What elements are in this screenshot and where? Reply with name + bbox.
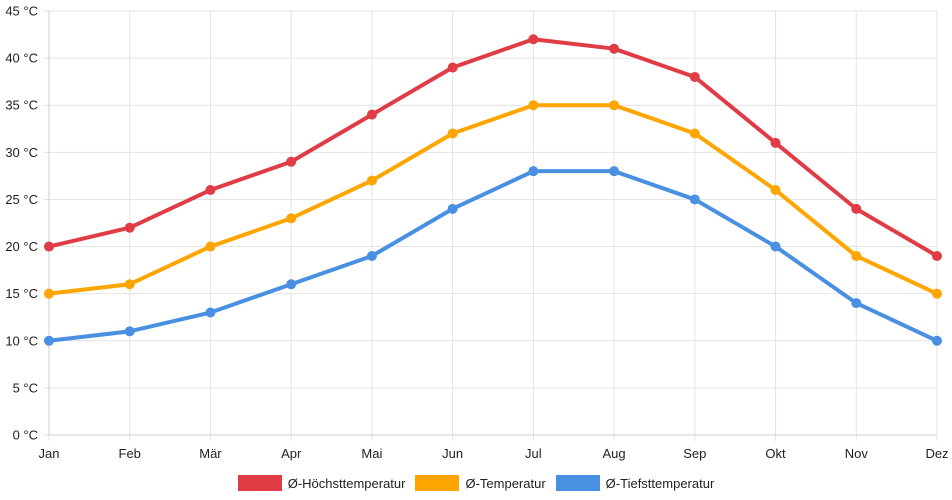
y-tick-label: 10 °C <box>5 333 38 348</box>
legend-swatch-min <box>555 475 600 491</box>
legend-item-mean[interactable]: Ø-Temperatur <box>415 475 546 491</box>
series-line <box>47 37 939 258</box>
legend-item-max[interactable]: Ø-Höchsttemperatur <box>237 475 406 491</box>
data-point[interactable] <box>609 100 620 111</box>
y-tick-label: 45 °C <box>5 4 38 19</box>
data-point[interactable] <box>366 250 377 261</box>
series-1 <box>44 100 942 299</box>
data-point[interactable] <box>528 34 539 45</box>
data-point[interactable] <box>689 194 700 205</box>
x-tick-label: Nov <box>845 446 869 461</box>
series-0 <box>44 34 942 261</box>
data-point[interactable] <box>770 241 781 252</box>
data-point[interactable] <box>366 109 377 120</box>
data-point[interactable] <box>689 128 700 139</box>
data-point[interactable] <box>528 100 539 111</box>
data-point[interactable] <box>689 71 700 82</box>
series-line <box>47 103 939 296</box>
data-point[interactable] <box>286 213 297 224</box>
data-point[interactable] <box>447 62 458 73</box>
legend-label-max: Ø-Höchsttemperatur <box>287 475 406 491</box>
x-tick-label: Aug <box>603 446 626 461</box>
series-lines <box>44 34 942 346</box>
y-tick-label: 25 °C <box>5 192 38 207</box>
data-point[interactable] <box>770 137 781 148</box>
data-point[interactable] <box>447 203 458 214</box>
data-point[interactable] <box>124 279 135 290</box>
data-point[interactable] <box>447 128 458 139</box>
series-2 <box>44 166 942 346</box>
x-tick-label: Jun <box>442 446 463 461</box>
data-point[interactable] <box>851 298 862 309</box>
data-point[interactable] <box>205 185 216 196</box>
data-point[interactable] <box>286 156 297 167</box>
data-point[interactable] <box>770 185 781 196</box>
data-point[interactable] <box>44 288 54 299</box>
data-point[interactable] <box>205 241 216 252</box>
legend-swatch-mean <box>415 475 460 491</box>
x-tick-label: Feb <box>119 446 141 461</box>
x-tick-label: Jan <box>39 446 60 461</box>
data-point[interactable] <box>609 43 620 54</box>
y-tick-label: 15 °C <box>5 286 38 301</box>
series-line <box>47 169 939 343</box>
y-tick-label: 40 °C <box>5 51 38 66</box>
data-point[interactable] <box>286 279 297 290</box>
y-tick-label: 20 °C <box>5 239 38 254</box>
data-point[interactable] <box>205 307 216 318</box>
x-tick-label: Apr <box>281 446 302 461</box>
x-tick-label: Sep <box>683 446 706 461</box>
legend-item-min[interactable]: Ø-Tiefsttemperatur <box>555 475 715 491</box>
x-tick-label: Jul <box>525 446 542 461</box>
data-point[interactable] <box>851 250 862 261</box>
axes: 0 °C 5 °C 10 °C 15 °C 20 °C 25 °C 30 °C 35 °C 40… <box>5 4 948 462</box>
data-point[interactable] <box>124 222 135 233</box>
data-point[interactable] <box>609 166 620 177</box>
data-point[interactable] <box>366 175 377 186</box>
data-point[interactable] <box>528 166 539 177</box>
x-tick-label: Okt <box>765 446 786 461</box>
legend-label-min: Ø-Tiefsttemperatur <box>605 475 715 491</box>
data-point[interactable] <box>932 288 942 299</box>
legend-swatch-max <box>237 475 282 491</box>
y-tick-label: 30 °C <box>5 145 38 160</box>
y-tick-label: 35 °C <box>5 98 38 113</box>
data-point[interactable] <box>44 335 54 346</box>
y-tick-label: 0 °C <box>13 428 38 443</box>
data-point[interactable] <box>932 250 942 261</box>
x-tick-label: Mai <box>361 446 382 461</box>
data-point[interactable] <box>851 203 862 214</box>
data-point[interactable] <box>44 241 54 252</box>
legend-label-mean: Ø-Temperatur <box>465 475 546 491</box>
data-point[interactable] <box>932 335 942 346</box>
grid <box>43 10 938 441</box>
x-tick-label: Dez <box>925 446 948 461</box>
legend: Ø-Höchsttemperatur Ø-Temperatur Ø-Tiefst… <box>0 472 952 494</box>
y-tick-label: 5 °C <box>13 380 38 395</box>
data-point[interactable] <box>124 326 135 337</box>
x-tick-label: Mär <box>199 446 222 461</box>
